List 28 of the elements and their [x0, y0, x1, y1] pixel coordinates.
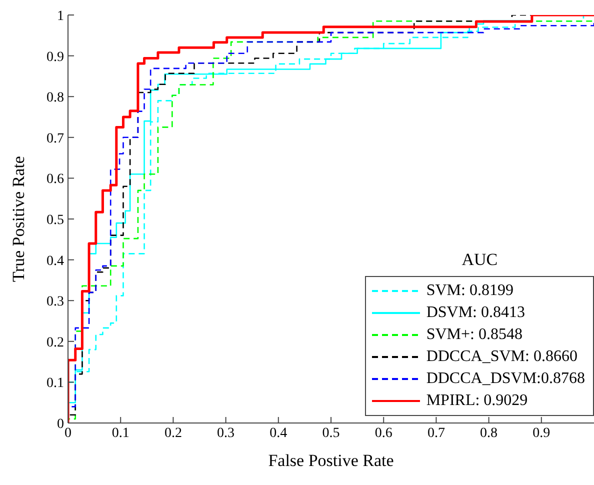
y-axis-title: True Positive Rate: [9, 156, 28, 282]
x-tick-label: 0.2: [164, 426, 182, 441]
y-tick-label: 0.6: [46, 172, 64, 188]
x-tick-label: 0.9: [532, 426, 550, 441]
y-tick-label: 0.2: [46, 335, 64, 350]
x-tick-label: 0.8: [480, 426, 498, 441]
y-tick-label: 0.7: [46, 131, 64, 146]
legend-label: DDCCA_DSVM:0.8768: [426, 370, 585, 388]
legend-label: SVM+: 0.8548: [426, 326, 522, 344]
x-tick-label: 0.6: [374, 426, 392, 441]
y-tick-label: 0.1: [46, 376, 64, 392]
y-tick-label: 0.4: [46, 254, 64, 269]
x-tick-label: 0.3: [217, 426, 235, 441]
legend-title: AUC: [460, 250, 499, 270]
legend-label: SVM: 0.8199: [426, 282, 514, 300]
y-tick-label: 0.9: [46, 50, 64, 65]
x-tick-label: 0.5: [322, 426, 340, 441]
x-axis-title: False Postive Rate: [268, 451, 394, 470]
y-tick-label: 1: [57, 8, 64, 24]
x-tick-label: 0.4: [270, 426, 288, 441]
x-tick-label: 0.7: [427, 426, 445, 441]
legend-label: DSVM: 0.8413: [426, 304, 525, 322]
legend-label: MPIRL: 0.9029: [426, 392, 528, 410]
x-tick-label: 0.1: [112, 426, 130, 441]
legend-label: DDCCA_SVM: 0.8660: [426, 348, 578, 366]
y-tick-label: 0.8: [46, 90, 64, 106]
y-tick-label: 0.3: [46, 294, 64, 310]
y-tick-label: 0.5: [46, 212, 64, 228]
